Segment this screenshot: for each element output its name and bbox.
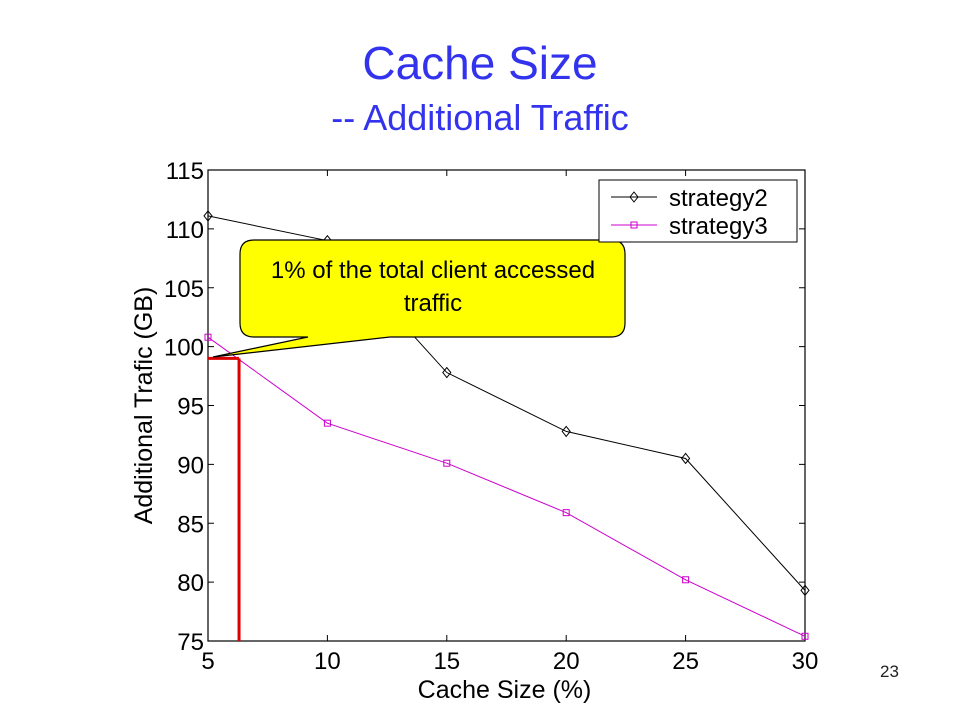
data-point-strategy2 xyxy=(561,425,571,438)
x-tick-label: 20 xyxy=(553,648,580,675)
slide-subtitle: -- Additional Traffic xyxy=(331,97,629,138)
callout-text: 1% of the total client accessed traffic xyxy=(270,257,596,317)
series-line-strategy2 xyxy=(207,215,806,591)
page-number: 23 xyxy=(880,662,899,681)
data-point-strategy2 xyxy=(442,366,452,379)
x-tick-label: 5 xyxy=(201,648,214,675)
y-tick-label: 95 xyxy=(177,394,204,421)
y-tick-label: 115 xyxy=(166,158,204,185)
data-point-strategy2 xyxy=(680,452,691,465)
y-tick-label: 100 xyxy=(164,335,204,362)
legend-marker-strategy3 xyxy=(630,221,638,229)
y-tick-label: 80 xyxy=(177,570,204,597)
y-tick-label: 105 xyxy=(164,276,204,303)
y-axis-label: Additional Trafic (GB) xyxy=(130,287,158,525)
data-point-strategy3 xyxy=(204,333,212,341)
y-tick-label: 85 xyxy=(177,511,204,538)
x-tick-label: 30 xyxy=(792,648,819,675)
legend-label-strategy3: strategy3 xyxy=(669,213,768,240)
data-point-strategy2 xyxy=(800,584,810,597)
x-tick-label: 10 xyxy=(314,648,341,675)
slide-title: Cache Size xyxy=(362,37,598,89)
legend-marker-strategy2 xyxy=(629,191,639,203)
data-point-strategy3 xyxy=(801,632,809,640)
callout-bubble xyxy=(212,239,626,358)
data-point-strategy3 xyxy=(323,419,331,427)
x-axis-label: Cache Size (%) xyxy=(418,676,592,704)
legend-label-strategy2: strategy2 xyxy=(669,185,768,212)
data-point-strategy2 xyxy=(203,210,213,222)
x-tick-label: 25 xyxy=(672,648,699,675)
data-point-strategy3 xyxy=(443,459,451,467)
y-tick-label: 90 xyxy=(177,452,204,479)
series-line-strategy3 xyxy=(207,336,806,637)
y-tick-label: 110 xyxy=(166,217,204,244)
data-point-strategy3 xyxy=(562,509,570,517)
y-tick-label: 75 xyxy=(177,629,204,656)
legend-box xyxy=(598,179,798,243)
data-point-strategy3 xyxy=(682,576,690,584)
x-tick-label: 15 xyxy=(433,648,460,675)
